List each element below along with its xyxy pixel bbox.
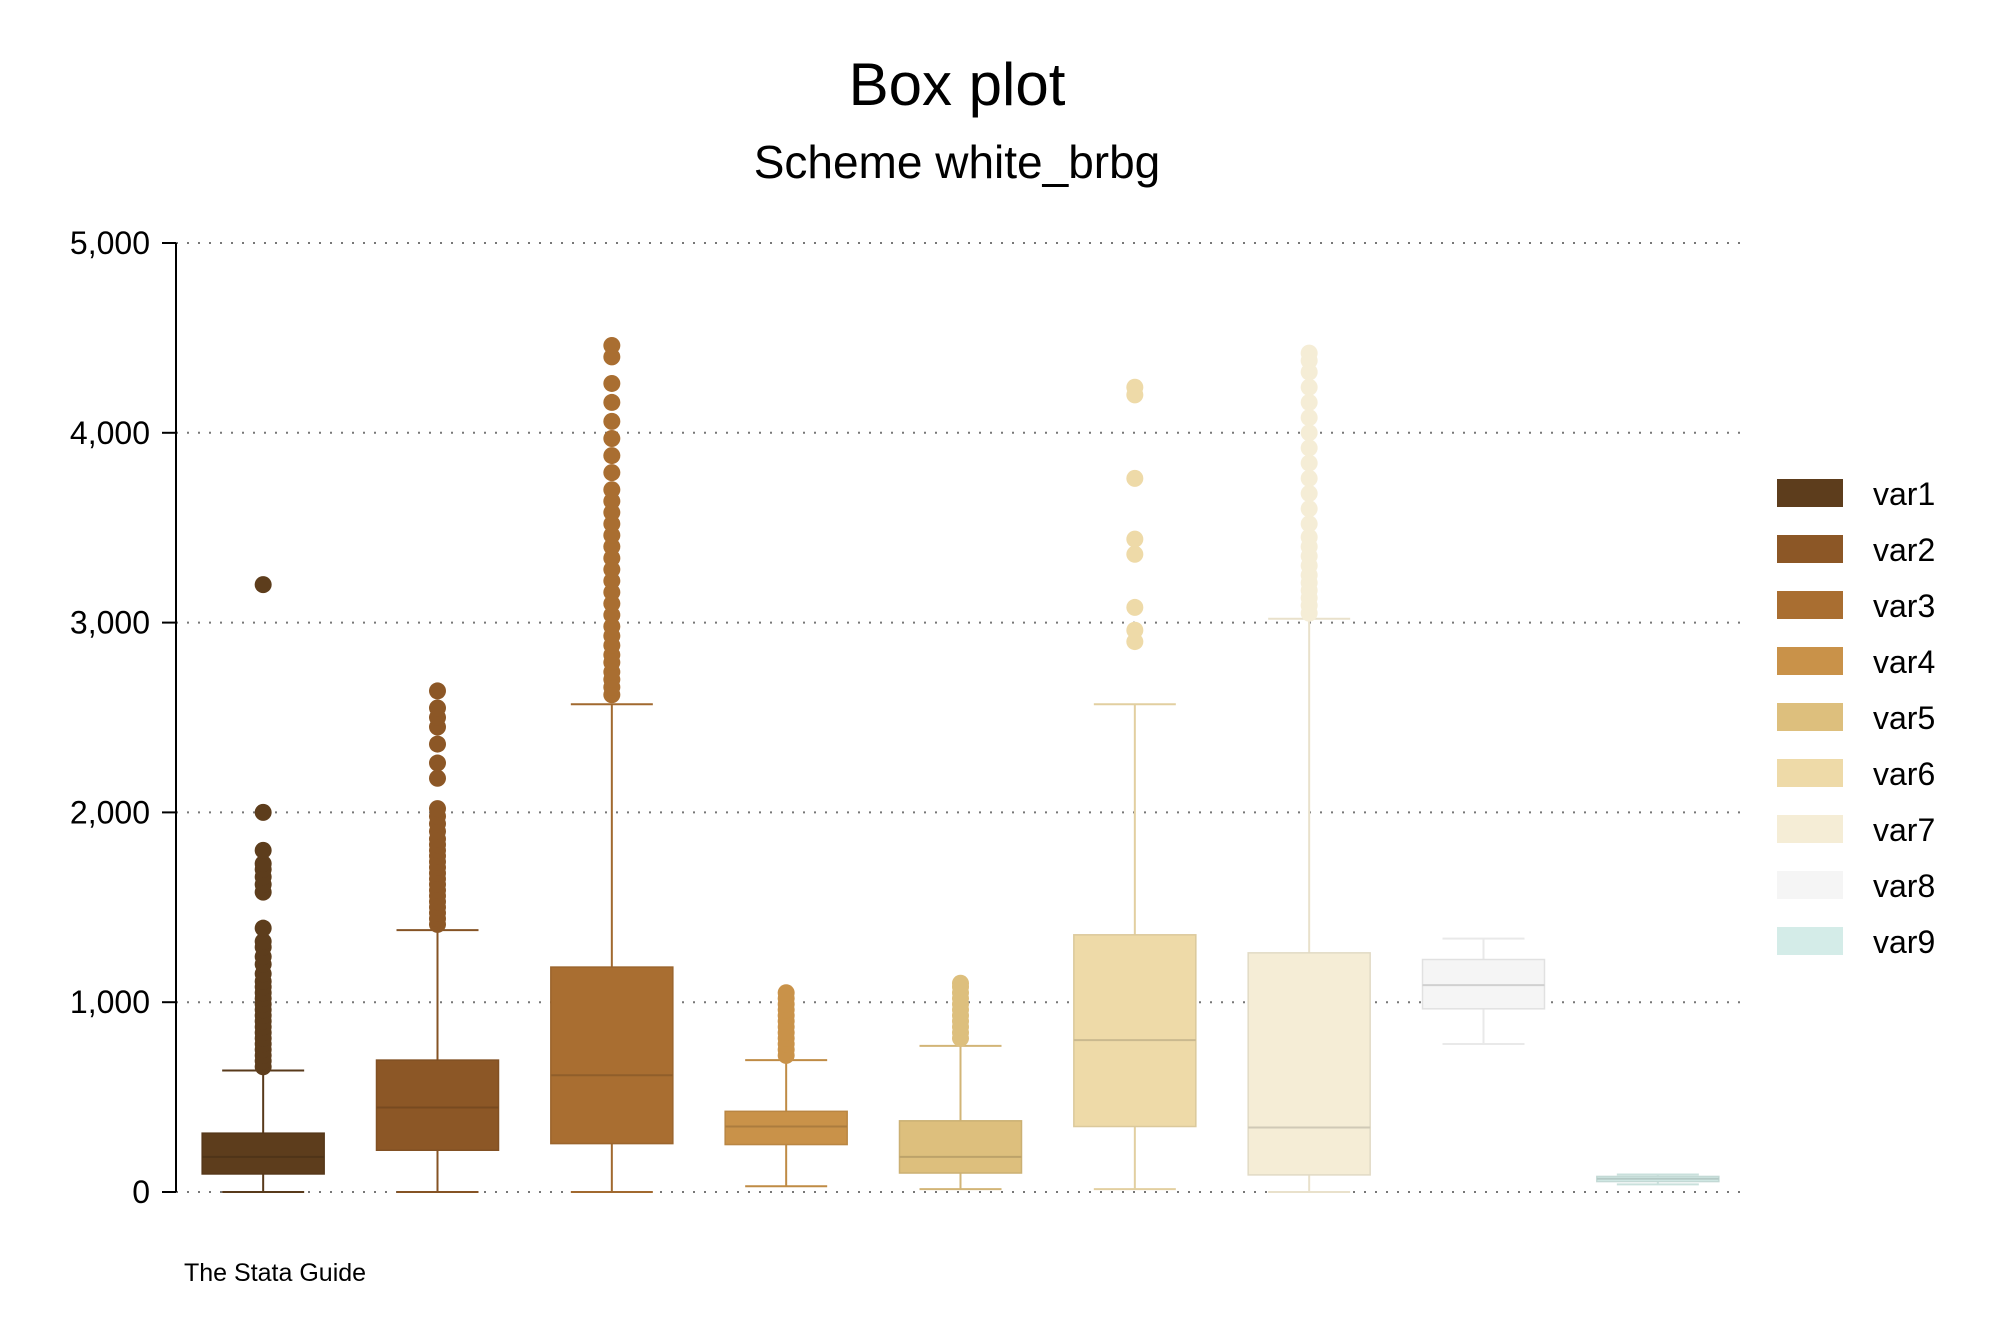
y-tick-label: 4,000	[70, 415, 150, 451]
outlier-point-var2	[429, 682, 446, 700]
outlier-point-var2	[429, 699, 446, 717]
outlier-point-var6	[1126, 378, 1144, 396]
outlier-point-var3	[603, 429, 621, 447]
outlier-point-var7	[1300, 500, 1318, 518]
box-var8	[1421, 937, 1546, 1045]
legend-swatch-var5	[1777, 703, 1843, 731]
outlier-point-var3	[603, 412, 621, 430]
legend-label-var5: var5	[1873, 700, 1935, 736]
legend-swatch-var7	[1777, 815, 1843, 843]
chart-subtitle: Scheme white_brbg	[754, 136, 1161, 188]
outlier-point-var7	[1300, 344, 1318, 362]
outlier-point-var1	[254, 932, 272, 950]
legend-swatch-var9	[1777, 927, 1843, 955]
box-var2	[375, 682, 500, 1193]
legend-swatch-var4	[1777, 647, 1843, 675]
outlier-point-var3	[603, 464, 621, 482]
outlier-point-var7	[1300, 485, 1318, 503]
legend-swatch-var2	[1777, 535, 1843, 563]
outlier-point-var3	[603, 393, 621, 411]
box-var5	[898, 974, 1023, 1191]
outlier-point-var1	[254, 855, 272, 873]
outlier-point-var7	[1300, 469, 1318, 487]
outlier-point-var7	[1300, 424, 1318, 442]
box-var7	[1247, 344, 1371, 1193]
outlier-point-var1	[254, 919, 272, 937]
outlier-point-var7	[1300, 439, 1318, 457]
y-axis: 0 1,000 2,000 3,000 4,000 5,000	[70, 225, 177, 1210]
outlier-point-var2	[429, 769, 446, 787]
iqr-box-var3	[550, 966, 674, 1145]
outlier-point-var4	[777, 984, 795, 1002]
outlier-point-var3	[603, 374, 621, 392]
box-var3	[550, 336, 674, 1193]
outlier-point-var6	[1126, 469, 1144, 487]
legend-label-var8: var8	[1873, 868, 1935, 904]
iqr-box-var4	[724, 1110, 848, 1146]
outlier-point-var6	[1126, 598, 1144, 616]
legend-label-var3: var3	[1873, 588, 1935, 624]
iqr-box-var1	[201, 1132, 325, 1175]
outlier-point-var2	[429, 800, 446, 818]
chart-note: The Stata Guide	[184, 1259, 366, 1287]
chart-title: Box plot	[849, 51, 1066, 118]
legend-swatch-var6	[1777, 759, 1843, 787]
box-var1	[201, 576, 325, 1193]
iqr-box-var5	[898, 1120, 1023, 1174]
outlier-point-var1	[254, 803, 272, 821]
outlier-point-var7	[1300, 409, 1318, 427]
outlier-point-var6	[1126, 530, 1144, 548]
y-tick-label: 3,000	[70, 605, 150, 641]
legend-label-var6: var6	[1873, 756, 1935, 792]
y-tick-label: 0	[132, 1174, 150, 1210]
outlier-point-var2	[429, 735, 446, 753]
outlier-point-var1	[254, 841, 272, 859]
outlier-point-var7	[1300, 528, 1318, 546]
outlier-point-var3	[603, 336, 621, 354]
outlier-point-var7	[1300, 454, 1318, 472]
outlier-point-var6	[1126, 621, 1144, 639]
y-tick-label: 1,000	[70, 984, 150, 1020]
outlier-point-var3	[603, 447, 621, 465]
outlier-point-var1	[254, 576, 272, 594]
outlier-point-var6	[1126, 545, 1144, 563]
iqr-box-var7	[1247, 952, 1371, 1176]
y-tick-label: 5,000	[70, 225, 150, 261]
outlier-point-var7	[1300, 393, 1318, 411]
y-tick-label: 2,000	[70, 794, 150, 830]
legend-label-var4: var4	[1873, 644, 1935, 680]
legend-label-var7: var7	[1873, 812, 1935, 848]
legend: var1 var2 var3 var4 var5 var6 var7 var8 var9	[1777, 476, 1935, 960]
legend-swatch-var1	[1777, 479, 1843, 507]
legend-label-var2: var2	[1873, 532, 1935, 568]
iqr-box-var2	[375, 1059, 500, 1151]
box-var9	[1596, 1173, 1720, 1186]
outlier-point-var2	[429, 754, 446, 772]
legend-swatch-var3	[1777, 591, 1843, 619]
legend-swatch-var8	[1777, 871, 1843, 899]
iqr-box-var6	[1073, 934, 1197, 1128]
legend-label-var9: var9	[1873, 924, 1935, 960]
box-series	[201, 336, 1720, 1193]
box-var4	[724, 984, 848, 1188]
outlier-point-var7	[1300, 378, 1318, 396]
box-var6	[1073, 378, 1197, 1191]
outlier-point-var5	[952, 974, 969, 992]
outlier-point-var3	[603, 481, 621, 499]
outlier-point-var7	[1300, 515, 1318, 533]
legend-label-var1: var1	[1873, 476, 1935, 512]
